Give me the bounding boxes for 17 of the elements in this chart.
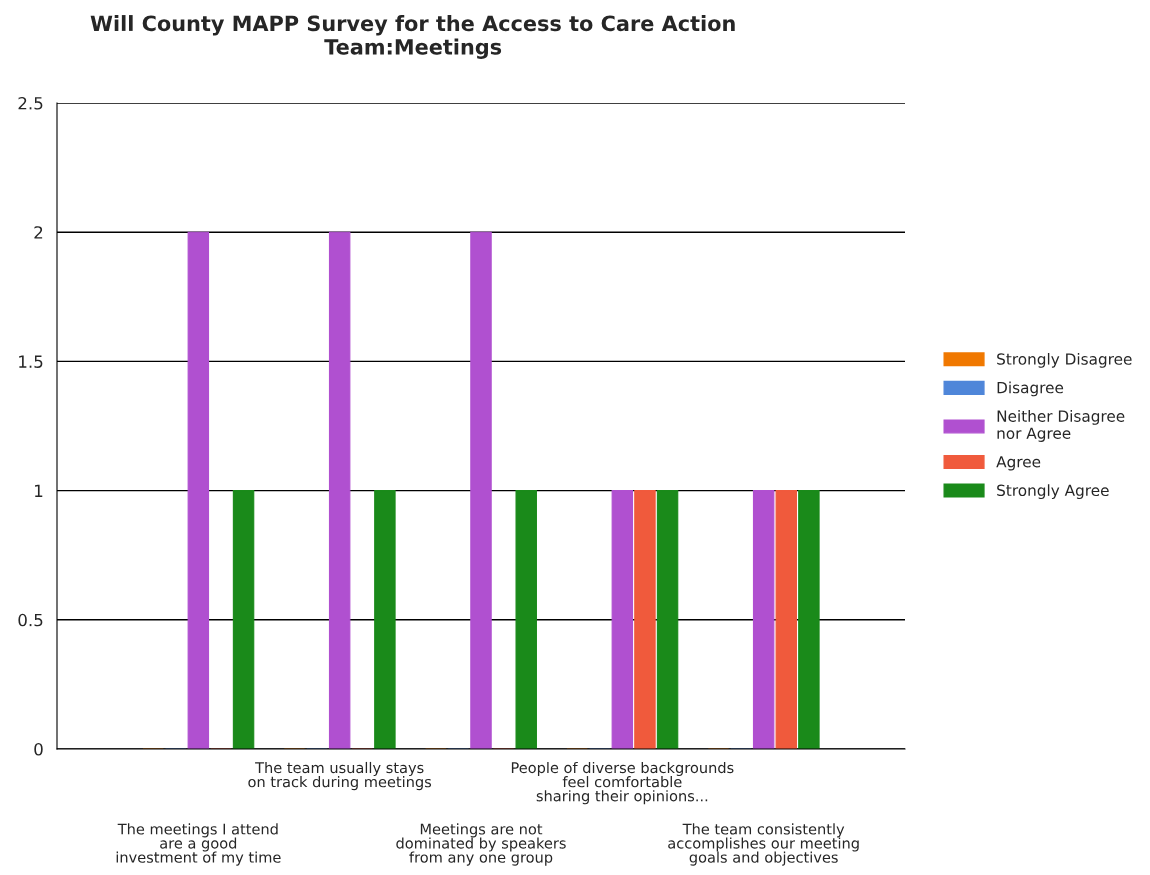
- y-tick-label: 1: [35, 484, 43, 497]
- x-tick-label: The team consistently accomplishes our meeting goals and objectives: [668, 823, 859, 866]
- legend-label: Disagree: [997, 381, 1064, 397]
- y-tick-label: 0.5: [18, 613, 43, 627]
- y-tick-label: 2: [34, 226, 43, 239]
- legend-label: Strongly Disagree: [997, 352, 1132, 368]
- x-tick-label: The team usually stays on track during meetings: [248, 761, 432, 791]
- chart-title: Will County MAPP Survey for the Access to Care Action Team:Meetings: [90, 15, 735, 59]
- legend-label: Agree: [996, 456, 1041, 471]
- x-tick-label: People of diverse backgrounds feel comfortable sharing their opinions...: [511, 761, 734, 805]
- y-tick-label: 1.5: [19, 355, 43, 368]
- legend-label: Strongly Agree: [997, 484, 1109, 500]
- legend-label: Neither Disagree nor Agree: [997, 410, 1125, 442]
- x-tick-label: The meetings I attend are a good investment of my time: [116, 823, 281, 866]
- y-tick-label: 2.5: [18, 96, 43, 110]
- x-tick-label: Meetings are not dominated by speakers from any one group: [396, 823, 566, 866]
- y-tick-label: 0: [34, 742, 43, 756]
